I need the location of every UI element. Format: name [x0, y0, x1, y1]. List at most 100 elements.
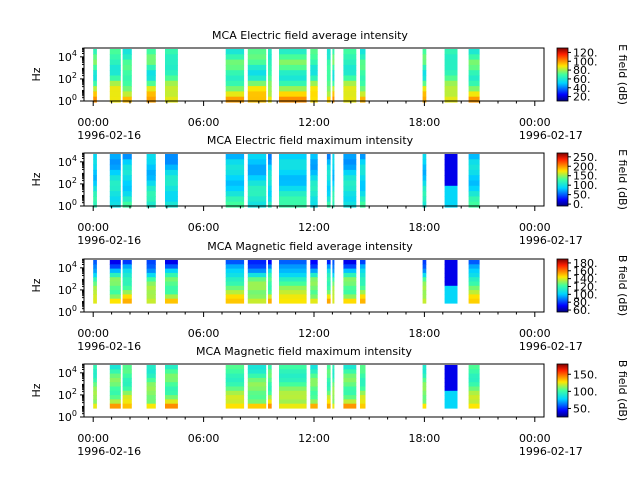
spectrogram-cell	[422, 75, 427, 82]
spectrogram-cell	[146, 386, 156, 392]
spectrogram-cell	[122, 377, 132, 383]
spectrogram-cell	[268, 164, 272, 171]
spectrogram-cell	[109, 169, 121, 176]
x-tick-label: 12:00	[298, 432, 330, 445]
spectrogram-cell	[468, 169, 480, 176]
spectrogram-cell	[279, 86, 307, 92]
spectrogram-cell	[310, 377, 318, 383]
spectrogram-cell	[93, 80, 97, 87]
spectrogram-cell	[310, 260, 318, 265]
spectrogram-cell	[332, 154, 335, 160]
spectrogram-cell	[268, 59, 272, 66]
spectrogram-cell	[343, 377, 357, 383]
spectrogram-cell	[146, 201, 156, 208]
panel-2: MCA Electric field maximum intensity 100 1…	[30, 134, 629, 247]
spectrogram-cell	[268, 64, 272, 71]
spectrogram-cell	[165, 169, 178, 176]
spectrogram-cell	[146, 390, 156, 396]
spectrogram-cell	[444, 154, 458, 160]
spectrogram-cell	[225, 369, 245, 375]
spectrogram-cell	[225, 154, 245, 160]
spectrogram-cell	[422, 377, 427, 383]
spectrogram-cell	[279, 54, 307, 61]
spectrogram-cell	[146, 373, 156, 379]
spectrogram-cell	[146, 159, 156, 166]
spectrogram-cell	[109, 75, 121, 82]
spectrogram-cell	[360, 399, 366, 405]
spectrogram-cell	[225, 201, 245, 208]
spectrogram-cell	[468, 373, 480, 379]
spectrogram-cell	[279, 180, 307, 187]
spectrogram-cell	[444, 175, 458, 182]
spectrogram-cell	[268, 96, 272, 103]
x-tick-label: 06:00	[188, 432, 220, 445]
spectrogram-cell	[360, 260, 366, 265]
spectrogram-cell	[343, 365, 357, 370]
spectrogram-cell	[326, 54, 331, 61]
spectrogram-cell	[268, 382, 272, 388]
spectrogram-cell	[310, 298, 318, 304]
y-tick-label: 104	[58, 365, 77, 380]
x-tick-label: 12:00	[298, 221, 330, 234]
spectrogram-cell	[109, 399, 121, 405]
spectrogram-cell	[93, 281, 97, 287]
spectrogram-cell	[109, 260, 121, 265]
spectrogram-cell	[268, 281, 272, 287]
x-tick-label: 00:00	[77, 221, 109, 234]
spectrogram-cell	[422, 196, 427, 203]
spectrogram-cell	[279, 277, 307, 283]
spectrogram-cell	[165, 80, 178, 87]
x-tick-date: 1996-02-17	[519, 129, 583, 142]
spectrogram-cell	[326, 164, 331, 171]
spectrogram-cell	[165, 281, 178, 287]
x-tick-label: 18:00	[409, 221, 441, 234]
spectrogram-cell	[225, 59, 245, 66]
spectrogram-cell	[360, 298, 366, 304]
spectrogram-cell	[310, 96, 318, 103]
spectrogram-cell	[468, 154, 480, 160]
spectrogram-cell	[343, 96, 357, 103]
spectrogram-cell	[422, 399, 427, 405]
spectrogram-cell	[122, 294, 132, 300]
spectrogram-cell	[310, 54, 318, 61]
spectrogram-cell	[468, 196, 480, 203]
spectrogram-cell	[247, 298, 267, 304]
spectrogram-cell	[225, 191, 245, 197]
spectrogram-cell	[109, 369, 121, 375]
spectrogram-cell	[343, 399, 357, 405]
colorbar	[556, 258, 569, 313]
spectrogram-cell	[109, 180, 121, 187]
spectrogram-cell	[332, 298, 335, 304]
spectrogram-cell	[165, 377, 178, 383]
spectrogram-cell	[360, 369, 366, 375]
spectrogram-cell	[268, 373, 272, 379]
spectrogram-cell	[146, 290, 156, 295]
spectrogram-cell	[279, 169, 307, 176]
spectrogram-cell	[247, 294, 267, 300]
spectrogram-cell	[109, 268, 121, 274]
spectrogram-cell	[360, 386, 366, 392]
spectrogram-cell	[93, 154, 97, 160]
spectrogram-cell	[268, 277, 272, 283]
spectrogram-cell	[146, 377, 156, 383]
spectrogram-cell	[332, 70, 335, 77]
spectrogram-cell	[310, 196, 318, 203]
spectrogram-cell	[93, 377, 97, 383]
spectrogram-cell	[332, 277, 335, 283]
spectrogram-cell	[310, 86, 318, 92]
spectrogram-cell	[225, 260, 245, 265]
spectrogram-cell	[326, 180, 331, 187]
spectrogram-cell	[332, 185, 335, 192]
spectrogram-cell	[360, 86, 366, 92]
colorbar-tick-label: 100.	[573, 288, 598, 301]
spectrogram-cell	[326, 91, 331, 98]
colorbar-tick-label: 250.	[573, 151, 598, 164]
spectrogram-cell	[468, 285, 480, 291]
spectrogram-cell	[109, 159, 121, 166]
spectrogram-cell	[247, 377, 267, 383]
x-tick-label: 06:00	[188, 327, 220, 340]
spectrogram-cell	[146, 403, 156, 409]
spectrogram-cell	[332, 59, 335, 66]
y-axis-label: Hz	[30, 278, 43, 292]
spectrogram-cell	[332, 64, 335, 71]
